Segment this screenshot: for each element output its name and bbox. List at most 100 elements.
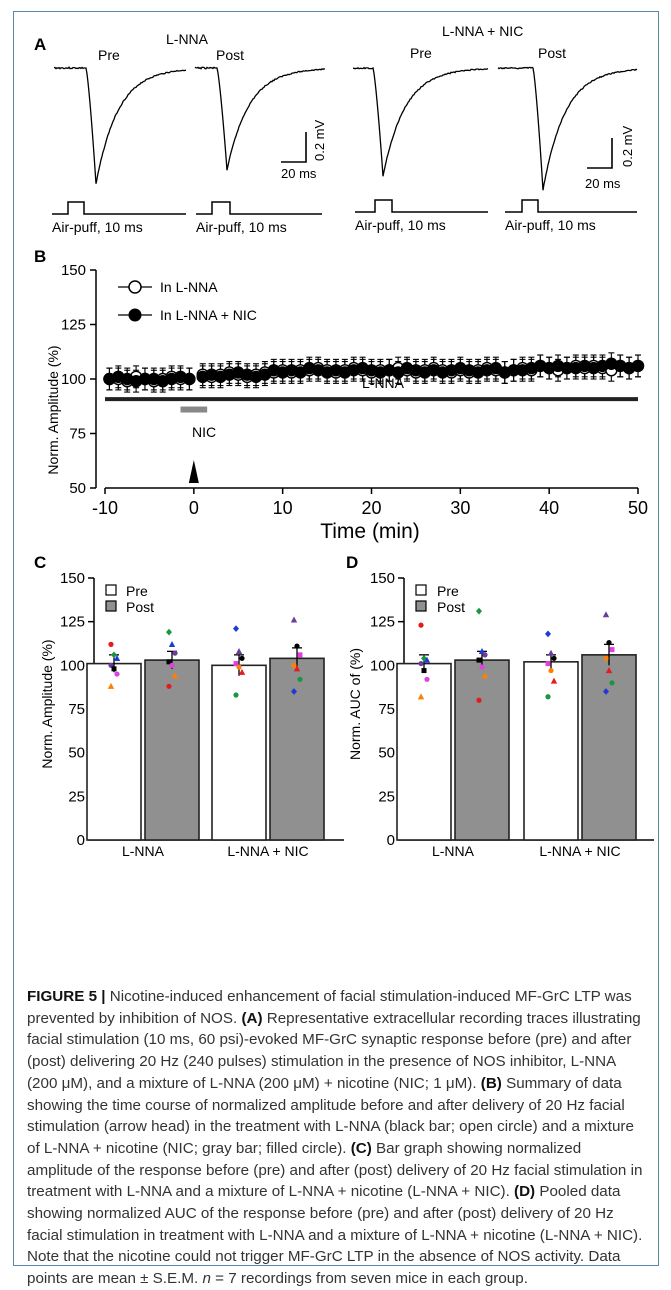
panel-c-legend-post: Post [126, 599, 154, 615]
data-point [236, 664, 242, 670]
b-legend-marker-open [128, 280, 142, 294]
panel-a-pre-label-2: Pre [410, 45, 432, 61]
data-point [548, 667, 554, 674]
caption-c-tag: (C) [350, 1139, 372, 1157]
data-point [238, 668, 246, 675]
data-point [166, 683, 172, 689]
b-xtick-label: 40 [539, 498, 559, 518]
b-arrowhead [188, 460, 199, 483]
data-point [545, 694, 551, 700]
ytick-label: 0 [77, 832, 85, 849]
data-point [166, 659, 172, 665]
scale-bar-1 [281, 132, 307, 163]
stim-label-4: Air-puff, 10 ms [505, 217, 596, 233]
panel-c-chart: 0 25 50 75 100 125 150 [60, 570, 344, 849]
scale-bar-2 [587, 138, 613, 169]
data-point [111, 651, 117, 659]
data-point [113, 654, 121, 661]
ytick-label: 0 [387, 832, 395, 849]
bar-post [581, 654, 637, 841]
data-point [421, 668, 427, 674]
bar-pre [396, 662, 452, 841]
b-xtick-label: 30 [450, 498, 470, 518]
stim-label-1: Air-puff, 10 ms [52, 219, 143, 235]
data-point [547, 649, 555, 656]
b-xtick-label: 10 [273, 498, 293, 518]
data-point [418, 622, 424, 628]
data-point [550, 677, 558, 684]
caption-c-text: Bar graph showing normalized amplitude o… [27, 1139, 643, 1201]
data-point [114, 671, 120, 677]
data-point [235, 647, 243, 654]
data-point [476, 607, 482, 615]
stim-pulse-4 [505, 199, 637, 213]
stim-label-2: Air-puff, 10 ms [196, 219, 287, 235]
data-point [291, 662, 297, 668]
data-point [168, 640, 176, 647]
data-point [239, 655, 245, 661]
data-point [417, 693, 425, 700]
caption-d-text: Pooled data showing normalized AUC of th… [27, 1183, 643, 1288]
caption-intro: Nicotine-induced enhancement of facial s… [27, 988, 632, 1027]
data-point [476, 657, 482, 663]
stim-pulse-2 [196, 201, 322, 215]
panel-b-legend-open: In L-NNA [160, 279, 218, 295]
b-xtick-label: 20 [361, 498, 381, 518]
panel-a-post-label-1: Post [216, 47, 244, 63]
data-point [297, 676, 303, 682]
panel-a-stim-pulses [52, 199, 637, 215]
ytick-label: 125 [60, 614, 85, 631]
stim-label-3: Air-puff, 10 ms [355, 217, 446, 233]
panel-a-right-group-label: L-NNA + NIC [442, 23, 523, 39]
ytick-label: 75 [378, 701, 395, 718]
stim-pulse-1 [52, 201, 186, 215]
panel-b-letter: B [34, 247, 46, 266]
data-point [481, 672, 489, 679]
data-point [606, 640, 612, 646]
caption-b-text: Summary of data showing the time course … [27, 1074, 634, 1157]
data-point [169, 662, 175, 668]
caption-n-text: = 7 recordings from seven mice in each g… [210, 1270, 528, 1288]
scale-y-label-2: 0.2 mV [620, 125, 635, 167]
figure-frame [13, 11, 659, 1266]
data-point [233, 625, 239, 633]
b-nic-bar [180, 406, 208, 413]
data-point [479, 664, 485, 670]
legend-swatch-pre [415, 584, 427, 596]
figure-caption: FIGURE 5 | Nicotine-induced enhancement … [27, 986, 647, 1290]
trace-3 [352, 66, 489, 177]
data-point [482, 652, 488, 658]
legend-swatch-post [415, 600, 427, 612]
ytick-label: 50 [378, 745, 395, 762]
panel-c-legend-pre: Pre [126, 583, 148, 599]
ytick-label: 150 [60, 570, 85, 587]
panel-b-legend-filled: In L-NNA + NIC [160, 307, 257, 323]
b-xtick-label: 0 [189, 498, 199, 518]
data-point [171, 672, 179, 679]
data-point [293, 665, 301, 672]
data-point [478, 647, 486, 654]
ytick-label: 25 [378, 788, 395, 805]
panel-c-ylabel: Norm. Amplitude (%) [39, 639, 55, 768]
panel-a-letter: A [34, 35, 46, 54]
legend-swatch-pre [105, 584, 117, 596]
panel-a-left-group-label: L-NNA [166, 31, 209, 47]
bar-pre [86, 662, 142, 841]
data-point [602, 611, 610, 618]
panel-b-xlabel: Time (min) [320, 520, 420, 543]
data-point [603, 655, 609, 661]
panel-c-group-2: L-NNA + NIC [227, 843, 308, 859]
panel-d-ylabel: Norm. AUC of (%) [347, 648, 363, 760]
panel-d-chart: 0 25 50 75 100 125 150 [370, 570, 654, 849]
data-point [609, 647, 615, 653]
b-point-filled [631, 359, 645, 373]
panel-d-letter: D [346, 553, 358, 572]
data-point [111, 666, 117, 672]
data-point [233, 692, 239, 698]
panel-c-group-1: L-NNA [122, 843, 165, 859]
panel-d-legend-post: Post [437, 599, 465, 615]
ytick-label: 100 [370, 657, 395, 674]
b-ytick-label: 100 [61, 371, 86, 388]
ytick-label: 50 [68, 745, 85, 762]
panel-b-ylabel: Norm. Amplitude (%) [45, 345, 61, 474]
